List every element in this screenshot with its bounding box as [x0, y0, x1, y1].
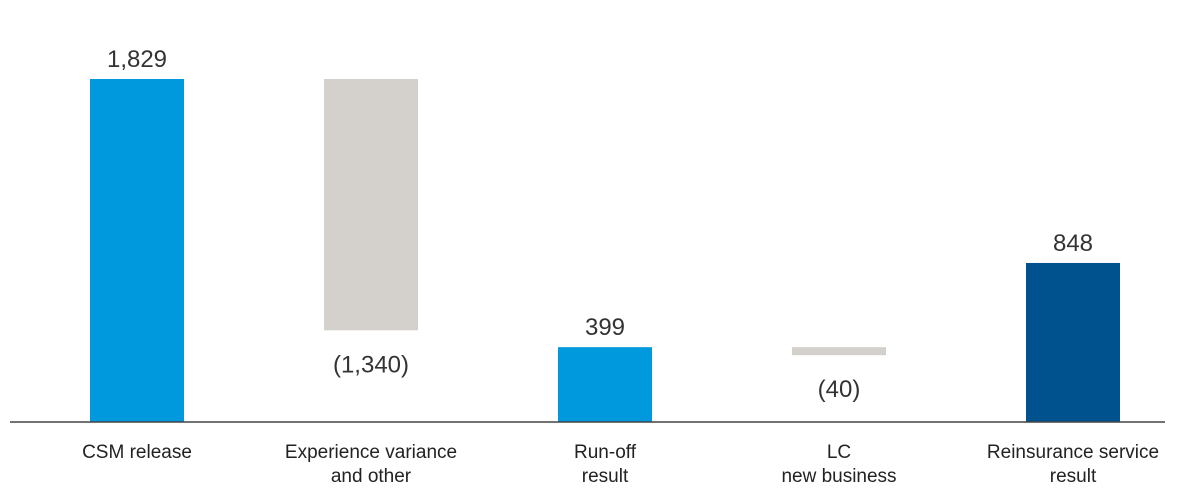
value-label-1: 1,829: [107, 46, 167, 73]
category-label-5-line-2: result: [1050, 466, 1097, 487]
value-label-3: 399: [585, 314, 625, 341]
category-label-3-line-1: Run-off: [574, 442, 637, 463]
category-label-3-line-2: result: [582, 466, 629, 487]
bar-3: [558, 347, 652, 422]
bar-5: [1026, 262, 1120, 422]
category-label-4-line-1: LC: [827, 442, 851, 463]
bars-layer: [90, 79, 1120, 422]
category-label-2-line-1: Experience variance: [285, 442, 457, 463]
category-labels-layer: CSM release Experience variance and other R…: [82, 442, 1159, 487]
bar-2: [324, 79, 418, 331]
bar-4: [792, 347, 886, 356]
bar-1: [90, 79, 184, 422]
value-label-4: (40): [818, 376, 861, 403]
category-label-1-line-1: CSM release: [82, 442, 192, 463]
value-labels-layer: 1,829 (1,340) 399 (40) 848: [107, 46, 1093, 403]
category-label-2-line-2: and other: [331, 466, 412, 487]
value-label-2: (1,340): [333, 351, 409, 378]
value-label-5: 848: [1053, 230, 1093, 257]
category-label-5-line-1: Reinsurance service: [987, 442, 1159, 463]
category-label-4-line-2: new business: [781, 466, 896, 487]
